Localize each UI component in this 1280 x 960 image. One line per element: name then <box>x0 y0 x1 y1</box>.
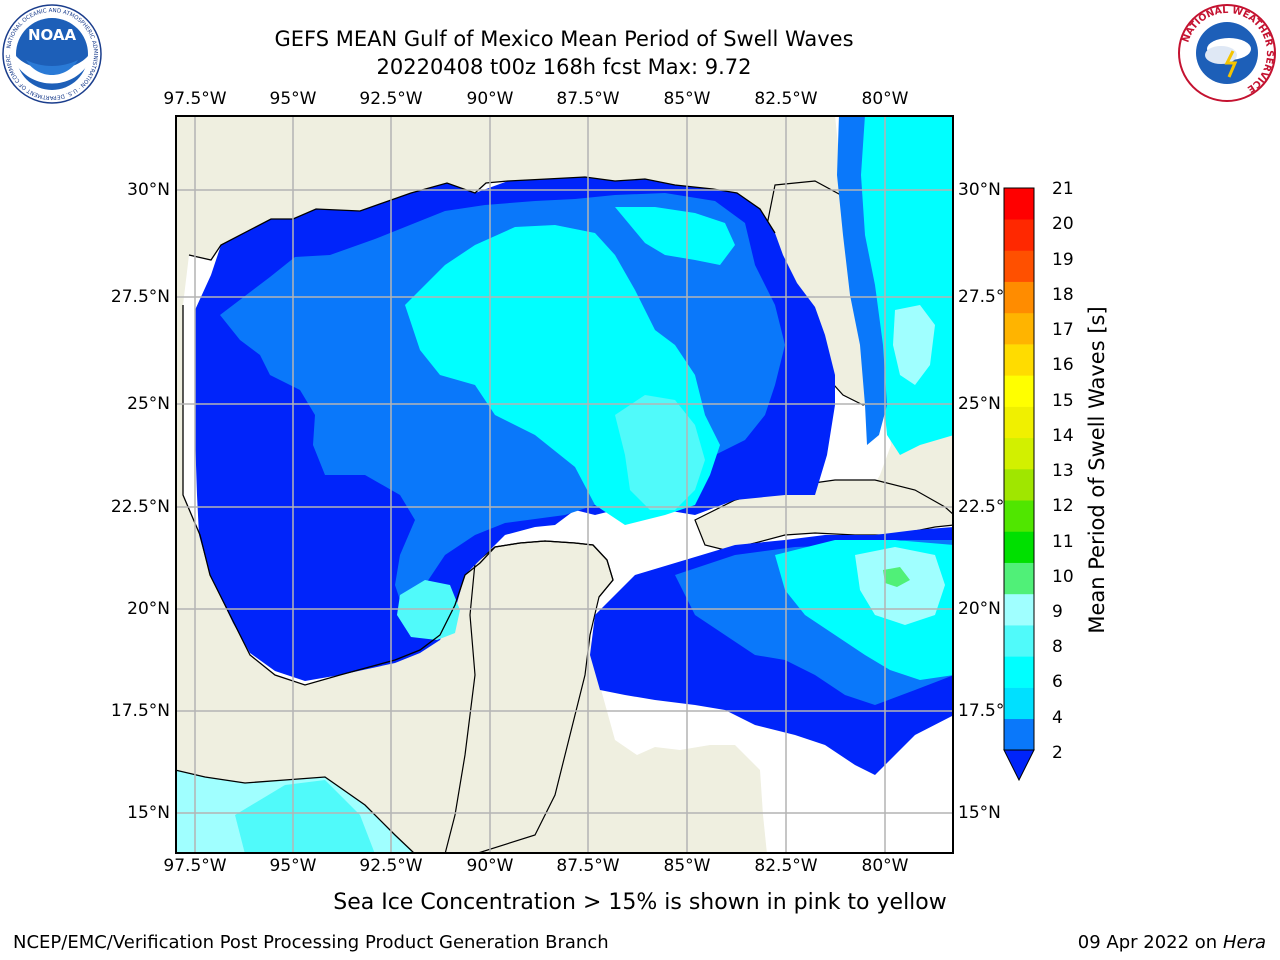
colorbar-tick: 12 <box>1052 496 1074 516</box>
credit-host: Hera <box>1222 932 1266 953</box>
lat-tick-left: 15°N <box>127 803 170 823</box>
wave-band-6-8-north <box>615 207 735 265</box>
noaa-logo: NOAA NATIONAL OCEANIC AND ATMOSPHERIC AD… <box>0 0 102 104</box>
lat-tick-right: 20°N <box>958 599 1001 619</box>
lon-tick-bottom: 85°W <box>663 856 711 876</box>
lat-tick-left: 27.5°N <box>110 287 170 307</box>
map-svg <box>174 115 955 855</box>
lat-tick-left: 17.5°N <box>110 701 170 721</box>
lon-tick-top: 97.5°W <box>163 89 227 109</box>
colorbar-frame <box>1003 187 1035 751</box>
lon-tick-bottom: 90°W <box>466 856 514 876</box>
colorbar-band <box>1004 531 1034 563</box>
colorbar-band <box>1004 250 1034 282</box>
colorbar-tick: 18 <box>1052 285 1074 305</box>
credit-left: NCEP/EMC/Verification Post Processing Pr… <box>13 932 609 953</box>
lat-tick-right: 15°N <box>958 803 1001 823</box>
lon-tick-bottom: 92.5°W <box>359 856 423 876</box>
colorbar-band <box>1004 406 1034 439</box>
nws-logo: NATIONAL WEATHER SERVICE <box>1177 3 1277 103</box>
colorbar-tick: 17 <box>1052 320 1074 340</box>
colorbar-band <box>1004 625 1034 657</box>
lat-tick-left: 22.5°N <box>110 497 170 517</box>
lon-tick-top: 95°W <box>269 89 317 109</box>
colorbar-band <box>1004 219 1034 251</box>
colorbar-band <box>1004 718 1034 751</box>
atlantic-band-light <box>893 305 935 385</box>
colorbar-tick: 21 <box>1052 179 1074 199</box>
lat-tick-left: 25°N <box>127 394 170 414</box>
colorbar-tick: 19 <box>1052 250 1074 270</box>
colorbar-band <box>1004 437 1034 470</box>
colorbar-band <box>1004 562 1034 595</box>
colorbar-tick: 14 <box>1052 426 1074 446</box>
colorbar-tick: 2 <box>1052 743 1063 763</box>
noaa-logo-text: NOAA <box>28 26 77 44</box>
credit-date: 09 Apr 2022 on <box>1077 932 1223 953</box>
colorbar-band <box>1004 469 1034 501</box>
lon-tick-top: 80°W <box>861 89 909 109</box>
colorbar-scripted <box>1000 186 1040 786</box>
wave-band-8-9-bay <box>397 580 460 640</box>
map-frame <box>175 115 954 854</box>
colorbar-tick: 6 <box>1052 672 1063 692</box>
colorbar-band <box>1004 656 1034 688</box>
lon-tick-top: 92.5°W <box>359 89 423 109</box>
colorbar-tick: 15 <box>1052 391 1074 411</box>
lat-tick-left: 20°N <box>127 599 170 619</box>
colorbar-extend-min <box>1003 749 1035 782</box>
colorbar-band <box>1004 281 1034 314</box>
chart-subtitle: 20220408 t00z 168h fcst Max: 9.72 <box>376 55 752 79</box>
colorbar-tick: 16 <box>1052 355 1074 375</box>
colorbar-tick: 9 <box>1052 602 1063 622</box>
lon-tick-bottom: 80°W <box>861 856 909 876</box>
colorbar-band <box>1004 687 1034 720</box>
lat-tick-right: 30°N <box>958 180 1001 200</box>
wave-band-8-9 <box>615 395 705 510</box>
pacific-corner-inner <box>235 780 375 854</box>
colorbar-band <box>1004 344 1034 376</box>
lat-tick-right: 22.5° <box>958 497 1005 517</box>
colorbar-tick: 4 <box>1052 708 1063 728</box>
lon-tick-bottom: 87.5°W <box>556 856 620 876</box>
credit-right: 09 Apr 2022 on Hera <box>1078 932 1266 953</box>
colorbar-band <box>1004 500 1034 532</box>
map-panel <box>174 115 955 855</box>
caribbean-green <box>883 567 910 587</box>
sea-ice-footnote: Sea Ice Concentration > 15% is shown in … <box>333 890 947 915</box>
colorbar-band <box>1004 375 1034 407</box>
lon-tick-top: 90°W <box>466 89 514 109</box>
colorbar-tick: 11 <box>1052 532 1074 552</box>
colorbar-tick: 10 <box>1052 567 1074 587</box>
colorbar-tick: 8 <box>1052 637 1063 657</box>
atlantic-band-blue <box>837 115 887 445</box>
caribbean-light <box>855 547 945 625</box>
colorbar-band <box>1004 312 1034 345</box>
colorbar-band <box>1004 593 1034 626</box>
colorbar-tick: 13 <box>1052 461 1074 481</box>
colorbar-label: Mean Period of Swell Waves [s] <box>1085 306 1109 634</box>
colorbar-band <box>1004 188 1034 220</box>
graticule <box>175 115 954 854</box>
lat-tick-right: 25°N <box>958 394 1001 414</box>
lat-tick-right: 27.5° <box>958 287 1005 307</box>
colorbar-tick: 20 <box>1052 214 1074 234</box>
lon-tick-top: 87.5°W <box>556 89 620 109</box>
lon-tick-bottom: 82.5°W <box>754 856 818 876</box>
lon-tick-top: 82.5°W <box>754 89 818 109</box>
lon-tick-top: 85°W <box>663 89 711 109</box>
chart-title: GEFS MEAN Gulf of Mexico Mean Period of … <box>274 27 854 51</box>
lat-tick-right: 17.5° <box>958 701 1005 721</box>
lon-tick-bottom: 97.5°W <box>163 856 227 876</box>
lat-tick-left: 30°N <box>127 180 170 200</box>
lon-tick-bottom: 95°W <box>269 856 317 876</box>
